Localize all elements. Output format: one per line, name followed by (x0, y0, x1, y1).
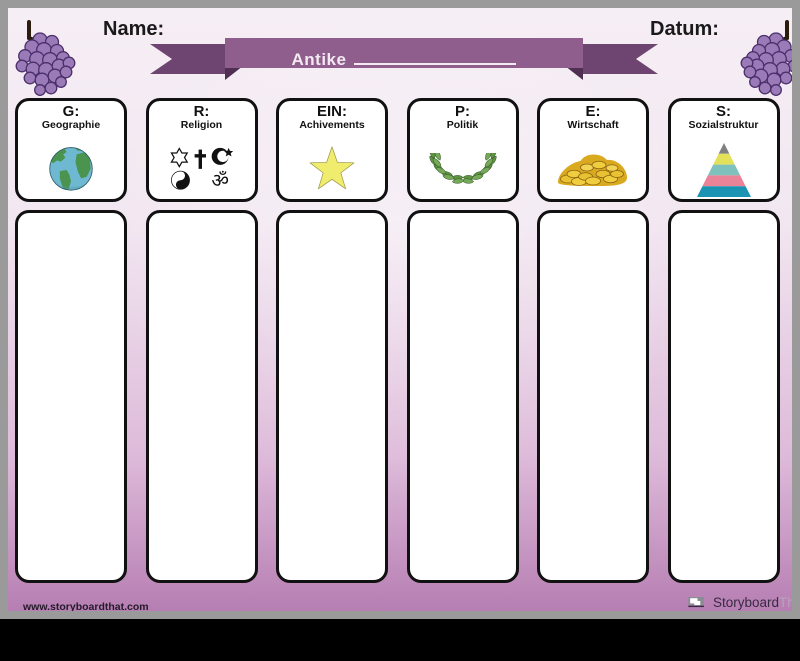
svg-text:ॐ: ॐ (211, 170, 229, 192)
